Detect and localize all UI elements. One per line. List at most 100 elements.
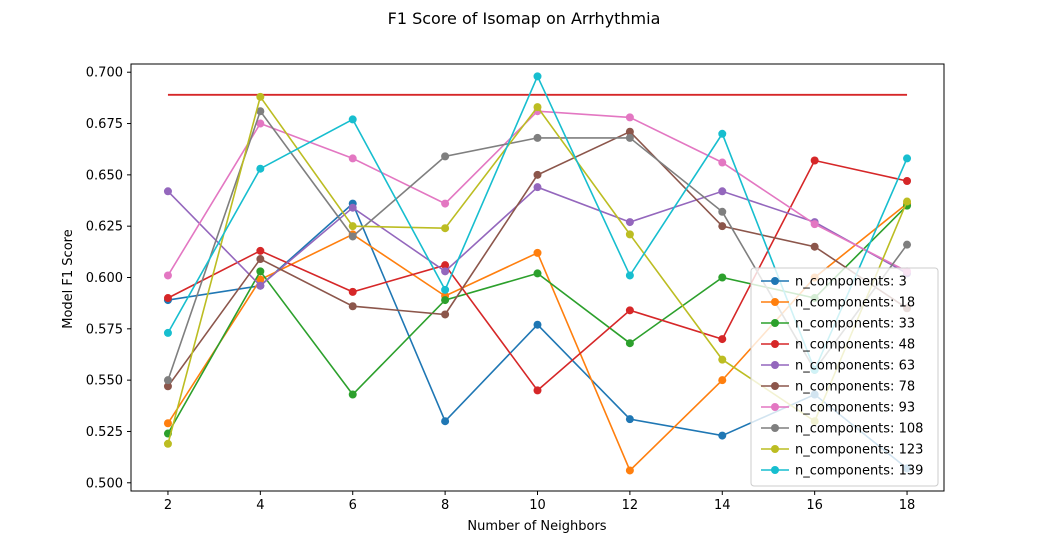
data-point xyxy=(256,255,265,264)
data-point xyxy=(718,129,727,138)
legend: n_components: 3 n_components: 18 n_compone… xyxy=(750,267,939,487)
y-axis-label: Model F1 Score xyxy=(61,229,76,328)
data-point xyxy=(348,222,357,231)
data-point xyxy=(718,222,727,231)
data-point xyxy=(718,335,727,344)
legend-swatch-marker xyxy=(771,424,779,432)
legend-entry: n_components: 108 xyxy=(795,422,923,437)
data-point xyxy=(810,242,819,251)
legend-entry: n_components: 93 xyxy=(795,401,915,416)
data-point xyxy=(625,133,634,142)
x-tick-label: 6 xyxy=(349,498,357,513)
legend-entry: n_components: 78 xyxy=(795,380,915,395)
data-point xyxy=(441,285,450,294)
legend-swatch-marker xyxy=(771,445,779,453)
legend-swatch-marker xyxy=(771,340,779,348)
data-point xyxy=(441,267,450,276)
x-tick-label: 12 xyxy=(622,498,639,513)
data-point xyxy=(533,183,542,192)
legend-entry: n_components: 18 xyxy=(795,296,915,311)
data-point xyxy=(718,207,727,216)
data-point xyxy=(256,107,265,116)
x-tick-label: 18 xyxy=(899,498,916,513)
x-axis-label: Number of Neighbors xyxy=(467,519,606,534)
y-tick-label: 0.525 xyxy=(86,425,123,440)
data-point xyxy=(903,177,912,186)
data-point xyxy=(348,115,357,124)
legend-swatch-marker xyxy=(771,382,779,390)
y-tick-label: 0.500 xyxy=(86,476,123,491)
data-point xyxy=(163,376,172,385)
data-point xyxy=(718,158,727,167)
data-point xyxy=(810,220,819,229)
x-tick-label: 2 xyxy=(164,498,172,513)
data-point xyxy=(163,328,172,337)
data-point xyxy=(441,152,450,161)
data-point xyxy=(441,199,450,208)
data-point xyxy=(256,275,265,284)
data-point xyxy=(625,339,634,348)
x-tick-label: 16 xyxy=(806,498,823,513)
y-tick-label: 0.700 xyxy=(86,66,123,81)
data-point xyxy=(533,248,542,257)
data-point xyxy=(625,127,634,136)
data-point xyxy=(625,466,634,475)
data-point xyxy=(533,133,542,142)
legend-entry: n_components: 139 xyxy=(795,464,923,479)
y-tick-label: 0.600 xyxy=(86,271,123,286)
data-point xyxy=(718,355,727,364)
data-point xyxy=(163,271,172,280)
data-point xyxy=(718,187,727,196)
data-point xyxy=(441,261,450,270)
data-point xyxy=(348,154,357,163)
data-point xyxy=(348,287,357,296)
data-point xyxy=(903,154,912,163)
data-point xyxy=(163,294,172,303)
data-point xyxy=(533,170,542,179)
x-tick-label: 14 xyxy=(714,498,731,513)
data-point xyxy=(441,224,450,233)
legend-swatch-marker xyxy=(771,277,779,285)
y-tick-label: 0.650 xyxy=(86,168,123,183)
data-point xyxy=(348,232,357,241)
data-point xyxy=(718,431,727,440)
data-point xyxy=(625,415,634,424)
data-point xyxy=(163,187,172,196)
data-point xyxy=(256,246,265,255)
data-point xyxy=(441,310,450,319)
data-point xyxy=(810,156,819,165)
data-point xyxy=(256,119,265,128)
x-tick-label: 10 xyxy=(529,498,546,513)
data-point xyxy=(441,296,450,305)
data-point xyxy=(533,72,542,81)
data-point xyxy=(625,230,634,239)
data-point xyxy=(533,386,542,395)
data-point xyxy=(256,92,265,101)
legend-entry: n_components: 33 xyxy=(795,317,915,332)
y-tick-label: 0.550 xyxy=(86,374,123,389)
data-point xyxy=(256,164,265,173)
data-point xyxy=(533,103,542,112)
data-point xyxy=(533,269,542,278)
data-point xyxy=(625,271,634,280)
data-point xyxy=(348,302,357,311)
data-point xyxy=(256,281,265,290)
data-point xyxy=(625,113,634,122)
legend-entry: n_components: 123 xyxy=(795,443,923,458)
legend-entry: n_components: 3 xyxy=(795,275,907,290)
legend-entry: n_components: 63 xyxy=(795,359,915,374)
legend-swatch-marker xyxy=(771,403,779,411)
data-point xyxy=(441,417,450,426)
y-tick-label: 0.575 xyxy=(86,322,123,337)
legend-entry: n_components: 48 xyxy=(795,338,915,353)
legend-swatch-marker xyxy=(771,361,779,369)
data-point xyxy=(718,376,727,385)
data-point xyxy=(903,240,912,249)
data-point xyxy=(348,203,357,212)
y-tick-label: 0.675 xyxy=(86,117,123,132)
legend-swatch-marker xyxy=(771,298,779,306)
data-point xyxy=(163,382,172,391)
data-point xyxy=(256,267,265,276)
y-tick-label: 0.625 xyxy=(86,220,123,235)
data-point xyxy=(625,306,634,315)
